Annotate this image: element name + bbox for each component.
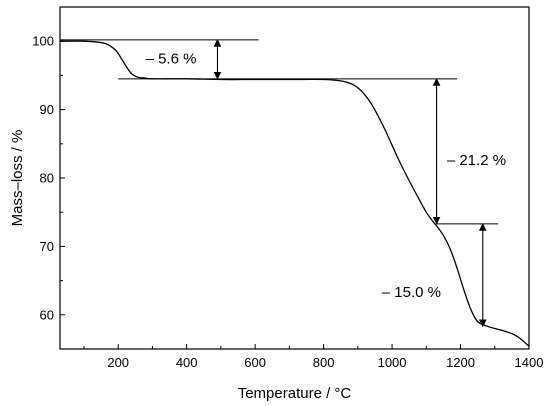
- x-tick-label: 400: [176, 355, 198, 370]
- plot-frame: [59, 6, 530, 350]
- y-tick-label: 80: [40, 171, 54, 186]
- mass-loss-label: – 15.0 %: [382, 284, 441, 301]
- x-tick-label: 800: [313, 355, 335, 370]
- mass-loss-label: – 21.2 %: [447, 152, 506, 169]
- x-tick-label: 600: [244, 355, 266, 370]
- x-axis-title: Temperature / °C: [238, 385, 352, 402]
- mass-loss-label: – 5.6 %: [146, 50, 197, 67]
- y-tick-label: 60: [40, 307, 54, 322]
- arrow-labels: – 5.6 % – 21.2 % – 15.0 %: [146, 50, 506, 301]
- mass-loss-arrows: [213, 39, 487, 328]
- x-tick-label: 1400: [515, 355, 544, 370]
- x-tick-label: 200: [107, 355, 129, 370]
- x-tick-label: 1000: [378, 355, 407, 370]
- y-tick-label: 90: [40, 102, 54, 117]
- reference-lines: [60, 39, 499, 225]
- y-tick-label: 70: [40, 239, 54, 254]
- y-tick-label: 100: [32, 34, 54, 49]
- axis-ticks: 200 400 600 800 1000 1200 1400 60 70 80 90 100: [32, 34, 543, 370]
- x-tick-label: 1200: [446, 355, 475, 370]
- y-axis-title: Mass–loss / %: [9, 130, 26, 227]
- series-line: [59, 40, 530, 347]
